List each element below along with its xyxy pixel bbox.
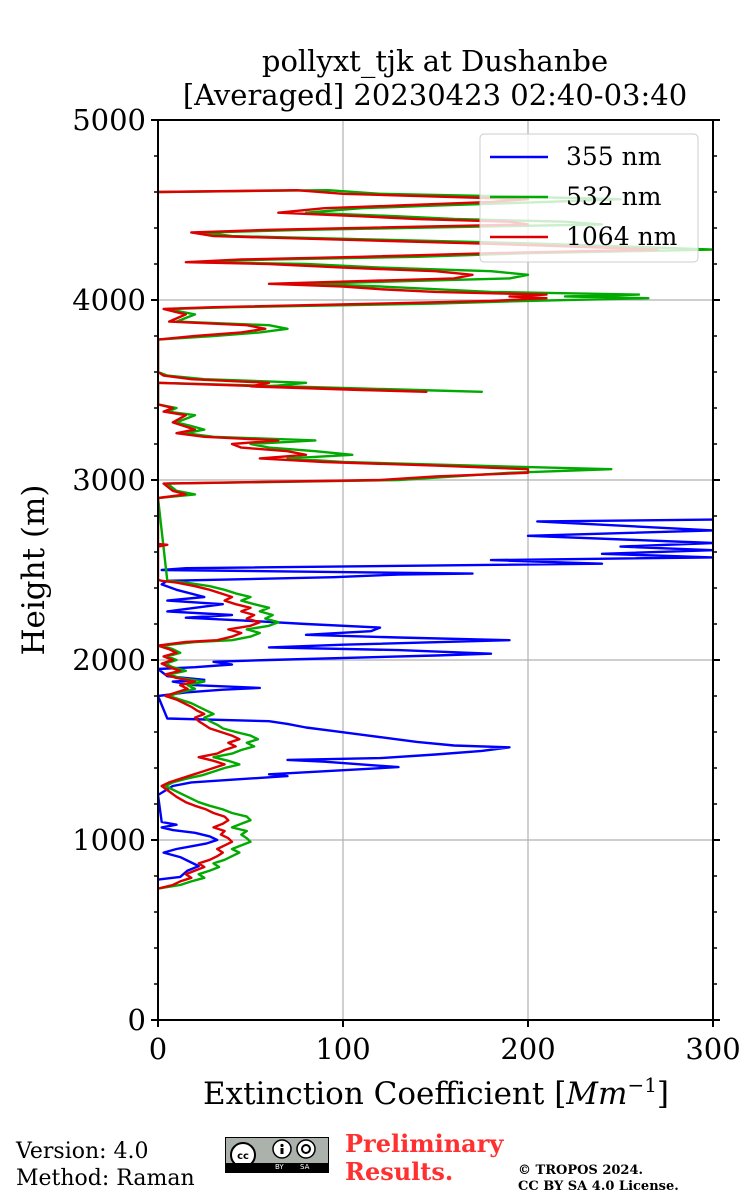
- x-tick-label: 0: [149, 1032, 167, 1066]
- legend-box: [479, 133, 699, 263]
- x-tick-label: 100: [315, 1032, 370, 1066]
- legend-label-532nm: 532 nm: [566, 182, 662, 211]
- plot-frame: [157, 119, 714, 1021]
- preliminary-line-2: Results.: [345, 1157, 454, 1186]
- y-tick-label: 1000: [72, 823, 146, 857]
- y-tick-label: 0: [128, 1003, 146, 1037]
- cc-icons: cc: [230, 1139, 316, 1164]
- cc-glyph: cc: [237, 1151, 249, 1162]
- method-text: Method: Raman: [16, 1166, 195, 1191]
- cc-circle-icon: [230, 1142, 256, 1164]
- legend-label-355nm: 355 nm: [566, 142, 662, 171]
- copyright-notice: © TROPOS 2024. CC BY SA 4.0 License.: [518, 1163, 679, 1195]
- x-axis-label: Extinction Coefficient [Mm−1]: [203, 1073, 669, 1112]
- y-tick-label: 2000: [72, 643, 146, 677]
- sa-share-arrow: [301, 1144, 311, 1154]
- copyright-line-1: © TROPOS 2024.: [518, 1163, 644, 1178]
- chart-svg: pollyxt_tjk at Dushanbe [Averaged] 20230…: [16, 44, 741, 1112]
- copyright-line-2: CC BY SA 4.0 License.: [518, 1179, 679, 1194]
- cc-strip: BY SA: [226, 1163, 328, 1172]
- sa-share-icon: [296, 1139, 316, 1159]
- y-tick-label: 3000: [72, 463, 146, 497]
- series-lines: [158, 189, 713, 890]
- chart-title: pollyxt_tjk at Dushanbe: [262, 44, 608, 79]
- by-person-head: [280, 1143, 284, 1148]
- x-axis-label-unit: Mm: [565, 1076, 627, 1112]
- preliminary-line-1: Preliminary: [345, 1129, 504, 1158]
- by-person-body: [280, 1148, 284, 1154]
- chart-subtitle: [Averaged] 20230423 02:40-03:40: [183, 78, 687, 112]
- cc-sa-text: SA: [300, 1163, 310, 1171]
- x-axis-label-close: ]: [657, 1076, 669, 1112]
- x-tick-label: 300: [685, 1032, 740, 1066]
- cc-by-sa-license-icon: cc BY SA: [225, 1137, 329, 1173]
- version-text: Version: 4.0: [16, 1139, 149, 1164]
- y-tick-label: 4000: [72, 283, 146, 317]
- legend: 355 nm 532 nm 1064 nm: [479, 133, 699, 263]
- series-line-532nm: [158, 189, 713, 890]
- series-line-1064nm: [158, 189, 659, 890]
- preliminary-results-notice: Preliminary Results.: [345, 1130, 503, 1186]
- x-axis-label-text: Extinction Coefficient [: [203, 1076, 566, 1112]
- legend-label-1064nm: 1064 nm: [566, 222, 678, 251]
- x-axis-label-exponent: −1: [627, 1073, 656, 1097]
- series-line-355nm: [158, 518, 713, 881]
- x-tick-labels: 0 100 200 300: [149, 1032, 741, 1066]
- y-tick-label: 5000: [72, 103, 146, 137]
- cc-by-text: BY: [275, 1163, 284, 1171]
- x-tick-label: 200: [500, 1032, 555, 1066]
- y-tick-labels: 0 1000 2000 3000 4000 5000: [72, 103, 146, 1037]
- y-axis-label: Height (m): [16, 485, 52, 656]
